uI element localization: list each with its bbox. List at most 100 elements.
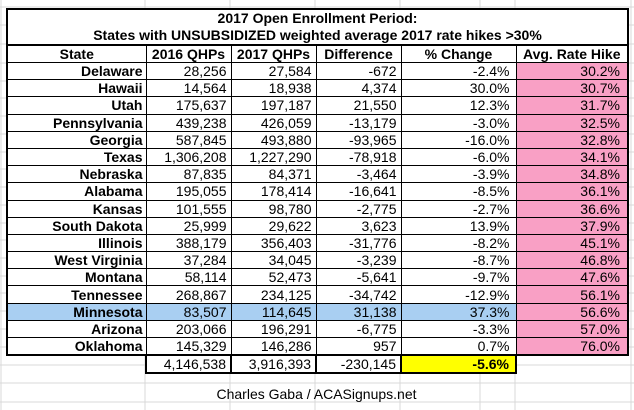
cell-pct-change[interactable]: 30.0% bbox=[400, 79, 517, 98]
cell-pct-change[interactable]: -9.7% bbox=[400, 268, 517, 287]
cell-avg-rate-hike[interactable]: 36.6% bbox=[515, 199, 629, 218]
header-state[interactable]: State bbox=[6, 44, 147, 63]
cell-pct-change[interactable]: -3.9% bbox=[400, 165, 517, 184]
cell-pct-change[interactable]: 13.9% bbox=[400, 216, 517, 235]
cell-difference[interactable]: 21,550 bbox=[315, 96, 402, 115]
cell-2017-qhps[interactable]: 84,371 bbox=[230, 165, 317, 184]
cell-2016-qhps[interactable]: 101,555 bbox=[145, 199, 232, 218]
cell-difference[interactable]: -13,179 bbox=[315, 113, 402, 132]
cell-avg-rate-hike[interactable]: 32.5% bbox=[515, 113, 629, 132]
cell-state[interactable]: Utah bbox=[6, 96, 147, 115]
cell-avg-rate-hike[interactable]: 56.1% bbox=[515, 285, 629, 304]
cell-avg-rate-hike[interactable]: 34.1% bbox=[515, 147, 629, 167]
cell-2017-qhps[interactable]: 178,414 bbox=[230, 182, 317, 201]
cell-pct-change[interactable]: -3.3% bbox=[400, 319, 517, 339]
cell-state[interactable]: Minnesota bbox=[6, 302, 147, 321]
cell-2016-qhps[interactable]: 587,845 bbox=[145, 130, 232, 149]
cell-2016-qhps[interactable]: 83,507 bbox=[145, 302, 232, 321]
cell-2016-qhps[interactable]: 14,564 bbox=[145, 79, 232, 98]
cell-avg-rate-hike[interactable]: 47.6% bbox=[515, 268, 629, 287]
cell-difference[interactable]: 3,623 bbox=[315, 216, 402, 235]
cell-difference[interactable]: -34,742 bbox=[315, 285, 402, 304]
cell-pct-change[interactable]: 0.7% bbox=[400, 337, 517, 357]
cell-2016-qhps[interactable]: 175,637 bbox=[145, 96, 232, 115]
cell-2017-qhps[interactable]: 1,227,290 bbox=[230, 147, 317, 167]
cell-state[interactable]: Kansas bbox=[6, 199, 147, 218]
cell-avg-rate-hike[interactable]: 76.0% bbox=[515, 337, 629, 357]
cell-pct-change[interactable]: -2.4% bbox=[400, 61, 517, 81]
cell-2016-qhps[interactable]: 388,179 bbox=[145, 233, 232, 253]
cell-2016-qhps[interactable]: 203,066 bbox=[145, 319, 232, 339]
cell-2017-qhps[interactable]: 356,403 bbox=[230, 233, 317, 253]
cell-2017-qhps[interactable]: 114,645 bbox=[230, 302, 317, 321]
cell-difference[interactable]: -78,918 bbox=[315, 147, 402, 167]
cell-difference[interactable]: -93,965 bbox=[315, 130, 402, 149]
cell-2016-qhps[interactable]: 87,835 bbox=[145, 165, 232, 184]
cell-2016-qhps[interactable]: 25,999 bbox=[145, 216, 232, 235]
cell-2016-qhps[interactable]: 58,114 bbox=[145, 268, 232, 287]
cell-difference[interactable]: -3,239 bbox=[315, 251, 402, 270]
cell-2017-qhps[interactable]: 197,187 bbox=[230, 96, 317, 115]
cell-state[interactable]: Montana bbox=[6, 268, 147, 287]
cell-avg-rate-hike[interactable]: 46.8% bbox=[515, 251, 629, 270]
cell-state[interactable]: Arizona bbox=[6, 319, 147, 339]
cell-difference[interactable]: 4,374 bbox=[315, 79, 402, 98]
cell-avg-rate-hike[interactable]: 57.0% bbox=[515, 319, 629, 339]
cell-2016-qhps[interactable]: 268,867 bbox=[145, 285, 232, 304]
cell-state[interactable]: Tennessee bbox=[6, 285, 147, 304]
header-pct-change[interactable]: % Change bbox=[400, 44, 517, 63]
header-2017-qhps[interactable]: 2017 QHPs bbox=[230, 44, 317, 63]
cell-difference[interactable]: -5,641 bbox=[315, 268, 402, 287]
cell-difference[interactable]: -6,775 bbox=[315, 319, 402, 339]
cell-pct-change[interactable]: -3.0% bbox=[400, 113, 517, 132]
cell-2017-qhps[interactable]: 18,938 bbox=[230, 79, 317, 98]
cell-avg-rate-hike[interactable]: 36.1% bbox=[515, 182, 629, 201]
cell-2017-qhps[interactable]: 493,880 bbox=[230, 130, 317, 149]
cell-state[interactable]: Delaware bbox=[6, 61, 147, 81]
cell-state[interactable]: Illinois bbox=[6, 233, 147, 253]
header-difference[interactable]: Difference bbox=[315, 44, 402, 63]
cell-state[interactable]: South Dakota bbox=[6, 216, 147, 235]
cell-2016-qhps[interactable]: 37,284 bbox=[145, 251, 232, 270]
cell-pct-change[interactable]: 12.3% bbox=[400, 96, 517, 115]
cell-avg-rate-hike[interactable]: 34.8% bbox=[515, 165, 629, 184]
totals-pct-change[interactable]: -5.6% bbox=[400, 354, 517, 375]
cell-avg-rate-hike[interactable]: 37.9% bbox=[515, 216, 629, 235]
cell-difference[interactable]: -672 bbox=[315, 61, 402, 81]
cell-pct-change[interactable]: -8.7% bbox=[400, 251, 517, 270]
cell-state[interactable]: Georgia bbox=[6, 130, 147, 149]
cell-2017-qhps[interactable]: 98,780 bbox=[230, 199, 317, 218]
cell-pct-change[interactable]: 37.3% bbox=[400, 302, 517, 321]
totals-2016-qhps[interactable]: 4,146,538 bbox=[145, 354, 232, 375]
cell-pct-change[interactable]: -16.0% bbox=[400, 130, 517, 149]
cell-avg-rate-hike[interactable]: 31.7% bbox=[515, 96, 629, 115]
header-2016-qhps[interactable]: 2016 QHPs bbox=[145, 44, 232, 63]
cell-difference[interactable]: -2,775 bbox=[315, 199, 402, 218]
cell-avg-rate-hike[interactable]: 56.6% bbox=[515, 302, 629, 321]
cell-state[interactable]: Texas bbox=[6, 147, 147, 167]
cell-2016-qhps[interactable]: 28,256 bbox=[145, 61, 232, 81]
cell-2017-qhps[interactable]: 196,291 bbox=[230, 319, 317, 339]
cell-difference[interactable]: -3,464 bbox=[315, 165, 402, 184]
cell-pct-change[interactable]: -8.5% bbox=[400, 182, 517, 201]
cell-2016-qhps[interactable]: 439,238 bbox=[145, 113, 232, 132]
cell-2016-qhps[interactable]: 1,306,208 bbox=[145, 147, 232, 167]
totals-2017-qhps[interactable]: 3,916,393 bbox=[230, 354, 317, 375]
cell-avg-rate-hike[interactable]: 30.7% bbox=[515, 79, 629, 98]
cell-2017-qhps[interactable]: 234,125 bbox=[230, 285, 317, 304]
cell-pct-change[interactable]: -6.0% bbox=[400, 147, 517, 167]
cell-pct-change[interactable]: -12.9% bbox=[400, 285, 517, 304]
cell-state[interactable]: Pennsylvania bbox=[6, 113, 147, 132]
cell-2017-qhps[interactable]: 34,045 bbox=[230, 251, 317, 270]
cell-state[interactable]: Nebraska bbox=[6, 165, 147, 184]
cell-avg-rate-hike[interactable]: 32.8% bbox=[515, 130, 629, 149]
cell-2017-qhps[interactable]: 29,622 bbox=[230, 216, 317, 235]
cell-avg-rate-hike[interactable]: 30.2% bbox=[515, 61, 629, 81]
cell-2016-qhps[interactable]: 195,055 bbox=[145, 182, 232, 201]
cell-difference[interactable]: 957 bbox=[315, 337, 402, 357]
cell-2017-qhps[interactable]: 146,286 bbox=[230, 337, 317, 357]
cell-state[interactable]: Alabama bbox=[6, 182, 147, 201]
cell-state[interactable]: Hawaii bbox=[6, 79, 147, 98]
cell-pct-change[interactable]: -2.7% bbox=[400, 199, 517, 218]
cell-avg-rate-hike[interactable]: 45.1% bbox=[515, 233, 629, 253]
